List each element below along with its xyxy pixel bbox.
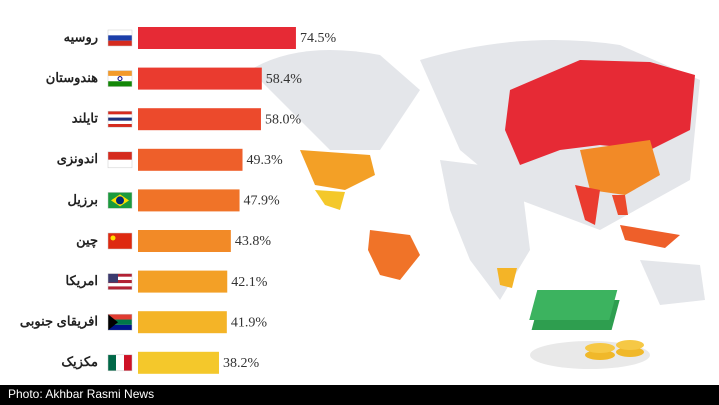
flag [107,151,133,169]
flag-part [108,314,132,320]
flag [107,110,133,128]
category-label: امریکا [65,273,98,289]
value-label: 42.1% [231,275,268,290]
flag-part [108,120,132,124]
flag [107,70,133,87]
flag-part [108,81,132,87]
flag-border [107,110,133,128]
category-label: اندونزی [57,151,98,167]
flag-part [108,273,132,277]
flag-part [108,35,132,41]
flag-part [108,354,116,371]
flag-border [107,313,133,331]
flag [107,192,133,209]
category-label: مکزیک [61,354,98,370]
flag [107,273,133,290]
value-label: 49.3% [247,153,283,168]
bar [138,230,231,252]
flag-border [107,354,133,372]
value-label: 58.4% [266,72,303,87]
category-label: هندوستان [46,70,98,86]
flag-part [108,117,132,121]
flag-border [107,273,133,290]
category-label: چین [76,232,98,248]
bar [138,148,243,171]
bar [138,189,240,212]
flag-part [108,273,118,283]
category-label: تایلند [72,111,99,126]
flag-part [108,114,132,118]
value-label: 47.9% [244,194,281,209]
flag-part [108,233,132,249]
flag-part [124,354,132,371]
category-label: برزیل [67,192,98,208]
flag-border [107,232,133,250]
flag-part [117,76,123,82]
flag-part [108,151,132,160]
flag-part [108,280,132,284]
flag-part [108,40,132,46]
bar [138,108,261,131]
flag [107,29,133,47]
value-label: 74.5% [300,31,337,46]
flag-part [108,30,132,36]
flag-part [108,286,132,290]
value-label: 38.2% [223,356,260,371]
flag-border [107,29,133,47]
bars: 74.5% روسیه 58.4% هندوستان 58.0% تایلند 49.3% ا… [20,27,337,374]
bar [138,270,228,293]
bar [138,311,227,334]
flag-part [108,159,132,168]
flag-part [108,70,132,76]
value-label: 41.9% [231,315,268,330]
flag-border [107,70,133,87]
flag-part [108,276,132,280]
flag-border [107,192,133,209]
flag-part [108,283,132,287]
value-label: 58.0% [265,112,302,127]
flag-part [108,324,132,331]
category-label: افریقای جنوبی [20,314,98,330]
flag [107,313,133,331]
flag-part [116,196,124,205]
flag-part [108,75,132,82]
bar [138,27,296,49]
flag-part [108,314,118,331]
flag-part [108,111,132,115]
flag [107,354,133,372]
flag [107,232,133,250]
value-label: 43.8% [235,234,272,249]
money-icon [529,290,650,369]
caption-bar [0,385,719,405]
flag-part [108,124,132,128]
flag-part [108,319,132,325]
category-label: روسیه [64,29,98,45]
flag-part [110,235,116,241]
flag-part [116,354,124,371]
bar [138,67,262,90]
highlighted-countries [300,60,695,288]
flag-border [107,151,133,169]
bar [138,351,219,374]
caption: Photo: Akhbar Rasmi News [8,387,154,401]
